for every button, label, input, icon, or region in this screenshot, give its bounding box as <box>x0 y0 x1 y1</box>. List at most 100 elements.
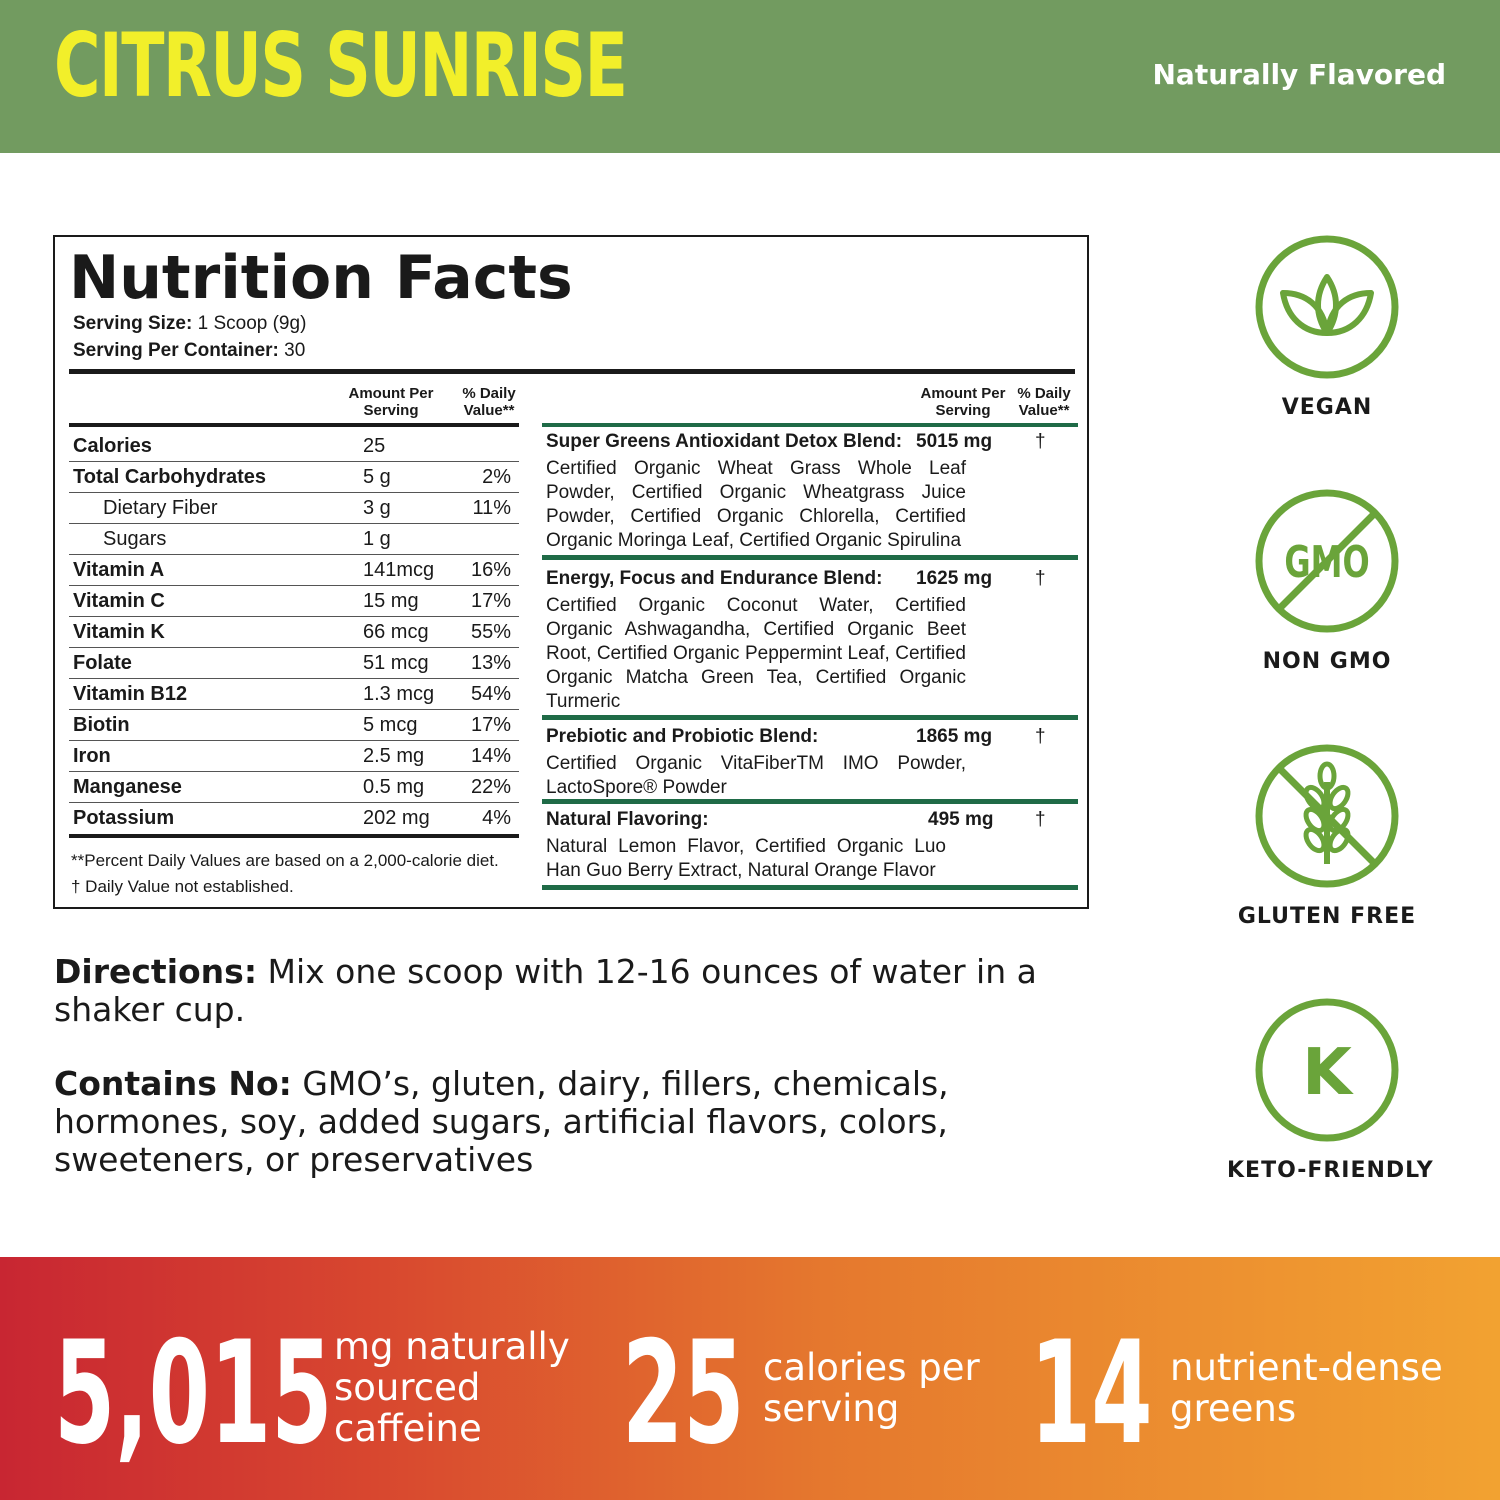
nutrient-row: Iron 2.5 mg 14% <box>69 741 519 772</box>
servings-per-container: Serving Per Container: 30 <box>73 340 305 362</box>
blend-ingredients: Certified Organic Wheat Grass Whole Leaf… <box>546 458 966 551</box>
nutrient-dv: 16% <box>470 559 511 581</box>
leaf-icon <box>1255 235 1399 379</box>
nutrient-amount: 1.3 mcg <box>363 683 435 705</box>
nutrient-dv: 11% <box>472 497 511 519</box>
blend-ingredients: Certified Organic Coconut Water, Certifi… <box>546 595 966 712</box>
blend-amount: 1625 mg <box>916 568 993 589</box>
footnote-dagger: † Daily Value not established. <box>71 877 294 896</box>
nutrient-row: Total Carbohydrates 5 g 2% <box>69 462 519 493</box>
column-header-amount: Amount Per Serving <box>348 385 434 419</box>
badge-label: KETO-FRIENDLY <box>1227 1158 1434 1183</box>
table-bottom-divider <box>69 834 519 838</box>
nutrient-dv: 2% <box>482 466 511 488</box>
blend-name: Super Greens Antioxidant Detox Blend: <box>546 431 903 452</box>
badge-label: NON GMO <box>1262 649 1392 674</box>
blend-ingredients: Natural Lemon Flavor, Certified Organic … <box>546 836 946 881</box>
column-header-dv: % Daily Value** <box>1017 385 1071 419</box>
nutrition-title: Nutrition Facts <box>69 243 573 313</box>
blend-name: Energy, Focus and Endurance Blend: <box>546 568 883 589</box>
contains-label: Contains No: <box>54 1064 292 1103</box>
nutrient-dv: 13% <box>470 652 511 674</box>
blend-amount: 495 mg <box>928 809 994 830</box>
nutrition-panel: Nutrition Facts Serving Size: 1 Scoop (9… <box>53 235 1089 909</box>
no-gmo-icon: GMO <box>1255 489 1399 633</box>
keto-letter: K <box>1302 1036 1354 1110</box>
nutrient-name: Iron <box>73 745 111 767</box>
nutrient-amount: 66 mcg <box>363 621 429 643</box>
nutrient-row: Vitamin K 66 mcg 55% <box>69 617 519 648</box>
stat-number: 5,015 <box>54 1311 333 1476</box>
nutrient-dv: 17% <box>470 714 511 736</box>
no-wheat-icon <box>1255 744 1399 888</box>
header-divider <box>69 423 519 427</box>
column-header-dv: % Daily Value** <box>462 385 516 419</box>
nutrient-name: Vitamin B12 <box>73 683 188 705</box>
nutrient-row: Vitamin B12 1.3 mcg 54% <box>69 679 519 710</box>
blend-dagger: † <box>1035 431 1046 452</box>
stat-text: calories per serving <box>763 1346 980 1430</box>
nutrient-name: Vitamin K <box>73 621 165 643</box>
stat-number: 14 <box>1030 1311 1153 1476</box>
blend-divider <box>542 885 1078 890</box>
divider-thick <box>69 369 1075 374</box>
nutrient-amount: 51 mcg <box>363 652 429 674</box>
blend-divider <box>542 799 1078 804</box>
nutrient-row: Calories 25 <box>69 431 519 462</box>
badge-non-gmo: GMO NON GMO <box>1227 487 1427 674</box>
badge-label: VEGAN <box>1281 395 1373 420</box>
stat-text: mg naturally sourced caffeine <box>334 1325 570 1450</box>
nutrient-dv: 22% <box>470 776 511 798</box>
nutrient-name: Potassium <box>73 807 175 829</box>
nutrient-name: Vitamin A <box>73 559 165 581</box>
blend-name: Prebiotic and Probiotic Blend: <box>546 726 819 747</box>
nutrient-amount: 3 g <box>363 497 391 519</box>
nutrient-row: Manganese 0.5 mg 22% <box>69 772 519 803</box>
directions-label: Directions: <box>54 952 258 991</box>
stat-text: nutrient-dense greens <box>1170 1346 1443 1430</box>
blend-divider <box>542 423 1078 427</box>
nutrient-dv: 17% <box>470 590 511 612</box>
nutrient-row: Sugars 1 g <box>69 524 519 555</box>
blend-dagger: † <box>1035 568 1046 589</box>
stat-number: 25 <box>622 1311 745 1476</box>
nutrient-amount: 141mcg <box>363 559 435 581</box>
blend-divider <box>542 715 1078 720</box>
nutrient-amount: 202 mg <box>363 807 430 829</box>
blend-name: Natural Flavoring: <box>546 809 709 830</box>
nutrient-row: Vitamin C 15 mg 17% <box>69 586 519 617</box>
blend-amount: 5015 mg <box>916 431 993 452</box>
nutrient-name: Manganese <box>73 776 182 798</box>
nutrient-amount: 5 g <box>363 466 391 488</box>
nutrient-amount: 15 mg <box>363 590 419 612</box>
blend-dagger: † <box>1035 726 1046 747</box>
nutrient-row: Folate 51 mcg 13% <box>69 648 519 679</box>
nutrient-name: Sugars <box>103 528 167 550</box>
nutrient-amount: 25 <box>363 435 386 457</box>
column-header-amount: Amount Per Serving <box>920 385 1006 419</box>
blend-amount: 1865 mg <box>916 726 993 747</box>
badge-keto: K KETO-FRIENDLY <box>1227 996 1434 1183</box>
nutrient-amount: 1 g <box>363 528 391 550</box>
contains-no: Contains No: GMO’s, gluten, dairy, fille… <box>54 1065 1064 1179</box>
nutrient-row: Potassium 202 mg 4% <box>69 803 519 834</box>
blend-divider <box>542 555 1078 560</box>
directions-text: Mix one scoop with 12-16 ounces of water… <box>54 952 1037 1029</box>
nutrient-name: Total Carbohydrates <box>73 466 266 488</box>
nutrient-amount: 2.5 mg <box>363 745 425 767</box>
nutrient-name: Calories <box>73 435 152 457</box>
serving-size-label: Serving Size: <box>73 313 193 334</box>
nutrient-row: Biotin 5 mcg 17% <box>69 710 519 741</box>
contains-text: GMO’s, gluten, dairy, fillers, chemicals… <box>54 1064 949 1179</box>
badge-gluten-free: GLUTEN FREE <box>1227 742 1427 929</box>
nutrient-row: Vitamin A 141mcg 16% <box>69 555 519 586</box>
nutrient-amount: 0.5 mg <box>363 776 425 798</box>
product-title: CITRUS SUNRISE <box>54 14 628 117</box>
nutrient-amount: 5 mcg <box>363 714 418 736</box>
stats-banner: 5,015 mg naturally sourced caffeine 25 c… <box>0 1257 1500 1500</box>
nutrient-dv: 54% <box>470 683 511 705</box>
badge-label: GLUTEN FREE <box>1237 904 1417 929</box>
nutrient-dv: 4% <box>482 807 511 829</box>
keto-icon: K <box>1255 998 1399 1142</box>
blend-dagger: † <box>1035 809 1046 830</box>
